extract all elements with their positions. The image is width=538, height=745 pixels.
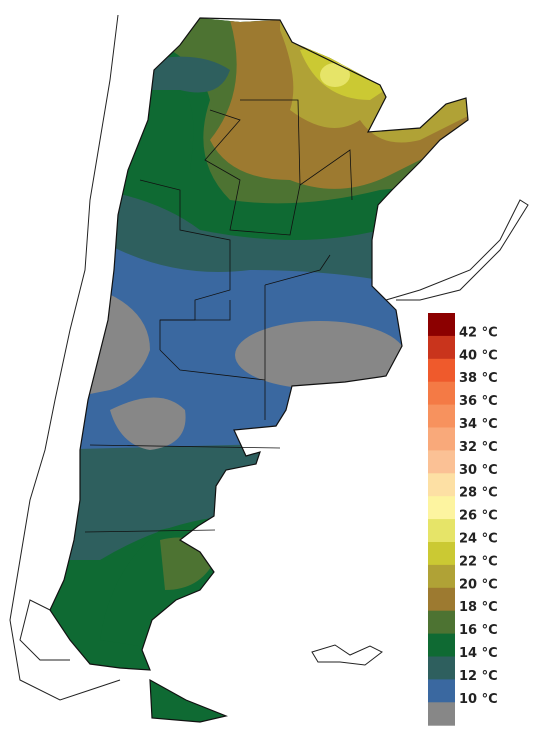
legend-label: 30 °C [459,463,498,478]
legend-swatch [428,381,455,406]
legend-label: 40 °C [459,348,498,363]
islands [19,599,70,661]
legend-label: 14 °C [459,646,498,661]
legend-label: 26 °C [459,509,498,524]
legend-swatch [428,358,455,383]
legend-swatch [428,633,455,657]
legend-label: 28 °C [459,486,498,501]
zone-puna [150,56,230,93]
legend-swatch [428,702,455,726]
legend-swatch [428,450,455,474]
legend-label: 32 °C [459,440,498,455]
legend-swatch [428,496,455,520]
legend-label: 20 °C [459,577,498,592]
legend-label: 34 °C [459,417,498,432]
legend-swatch [428,404,455,428]
legend-swatch [428,335,455,360]
legend-swatch [428,542,455,566]
legend-swatch [428,587,455,612]
legend-label: 24 °C [459,532,498,547]
legend-label: 42 °C [459,325,498,340]
malvinas [311,644,383,666]
legend-label: 36 °C [459,394,498,409]
chile-coast [9,14,121,701]
zone-gray-east [235,321,405,389]
legend-swatch [428,519,455,543]
zone-gray-south [110,397,186,450]
legend-swatch [428,610,455,635]
uruguay-coast [385,199,529,301]
legend-label: 18 °C [459,600,498,615]
zone-tierra-del-fuego [150,690,240,722]
legend-label: 16 °C [459,623,498,638]
zone-20 [280,18,468,143]
zone-24 [320,63,350,87]
legend-swatch [428,427,455,451]
legend-swatch [428,656,455,680]
legend-swatch [428,313,455,337]
legend-label: 22 °C [459,554,498,569]
legend-swatch [428,473,455,497]
legend-swatch [428,564,455,589]
province-borders [49,17,469,723]
legend-label: 12 °C [459,669,498,684]
zone-andes-north [150,90,194,170]
legend-label: 10 °C [459,692,498,707]
legend-swatch [428,679,455,703]
legend-label: 38 °C [459,371,498,386]
